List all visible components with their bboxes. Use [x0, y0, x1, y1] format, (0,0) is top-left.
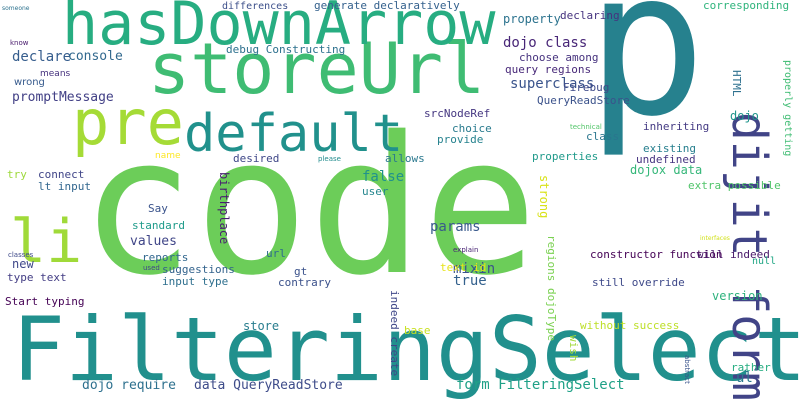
word-differences: differences: [222, 2, 288, 12]
word-input-type: input type: [162, 276, 228, 287]
word-standard: standard: [132, 220, 185, 231]
word-regions-dojotype: regions dojoType: [546, 235, 557, 341]
word-birthplace: birthplace: [218, 172, 230, 244]
word-try: try: [7, 169, 27, 180]
word-suggestions: suggestions: [162, 264, 235, 275]
word-console: console: [68, 50, 123, 63]
word-values: values: [130, 235, 177, 248]
word-allows: allows: [385, 153, 425, 164]
word-connect: connect: [38, 169, 84, 180]
word-someone: someone: [2, 6, 30, 12]
word-declaring: declaring: [560, 10, 620, 21]
word-still-override: still override: [592, 277, 685, 288]
word-interfaces: interfaces: [700, 236, 730, 242]
word-true: true: [453, 274, 487, 288]
word-say: Say: [148, 203, 168, 214]
word-please: please: [318, 156, 341, 163]
word-version: version: [712, 290, 763, 302]
word-provide: provide: [437, 134, 483, 145]
word-generate-declaratively: generate declaratively: [314, 0, 460, 11]
word-wrong: wrong: [14, 78, 45, 88]
word-undefined: undefined: [636, 154, 696, 165]
word-dojo-class: dojo class: [503, 36, 587, 50]
word-user: user: [362, 186, 389, 197]
word-default: default: [184, 108, 403, 160]
word-used: used: [143, 265, 160, 272]
word-properly-getting: properly getting: [782, 60, 792, 156]
word-abstract: abstract: [683, 355, 690, 384]
word-debug-constructing: debug Constructing: [226, 44, 345, 55]
word-indeed-create: indeed create: [389, 290, 400, 376]
word-new: new: [12, 258, 34, 270]
word-firebug: Firebug: [563, 82, 609, 93]
word-null: null: [752, 257, 776, 267]
word-start-typing: Start typing: [5, 296, 84, 307]
word-inheriting: inheriting: [643, 121, 709, 132]
word-know: know: [10, 40, 29, 47]
word-wish: wish: [568, 335, 579, 362]
word-store: store: [243, 320, 279, 332]
word-srcnoderef: srcNodeRef: [424, 108, 490, 119]
word-desired: desired: [233, 153, 279, 164]
word-form-filteringselect: form FilteringSelect: [456, 378, 625, 392]
word-contrary: contrary: [278, 277, 331, 288]
word-type-text: type text: [7, 272, 67, 283]
word-corresponding: corresponding: [703, 0, 789, 11]
word-dojo: dojo: [730, 110, 759, 122]
word-params: params: [430, 220, 481, 234]
word-queryreadstore: QueryReadStore: [537, 95, 630, 106]
word-strong: strong: [538, 175, 550, 218]
word-rather: rather: [731, 362, 771, 373]
word-promptmessage: promptMessage: [12, 91, 114, 104]
word-classes: classes: [8, 252, 33, 259]
word-name: name: [155, 152, 181, 161]
word-technical: technical: [570, 124, 602, 131]
word-choose-among: choose among: [519, 52, 598, 63]
word-dojo-require: dojo require: [82, 379, 176, 392]
word-declare: declare: [12, 50, 71, 64]
word-explain: explain: [453, 247, 478, 254]
word-without-success: without success: [580, 320, 679, 331]
word-reports: reports: [142, 252, 188, 263]
word-properties: properties: [532, 151, 598, 162]
word-class: class: [586, 131, 619, 142]
word-extra-possible: extra possible: [688, 180, 781, 191]
word-base: base: [404, 325, 431, 336]
word-property: property: [503, 13, 561, 25]
word-url: url: [266, 248, 286, 259]
word-data-queryreadstore: data QueryReadStore: [194, 379, 343, 392]
word-false: false: [362, 170, 404, 184]
word-html: HTML: [731, 70, 742, 97]
word-text-id: text id: [440, 262, 486, 273]
word-query-regions: query regions: [505, 64, 591, 75]
word-lt-input: lt input: [38, 181, 91, 192]
